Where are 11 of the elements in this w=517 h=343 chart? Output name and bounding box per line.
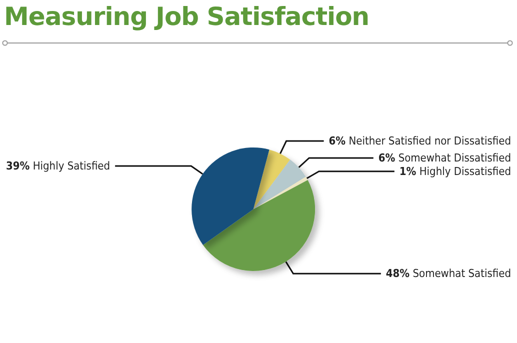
data-label: 6% <box>328 134 346 148</box>
data-label: 48% <box>386 267 410 280</box>
slice-label: Highly Dissatisfied <box>416 164 511 178</box>
data-label: 6% <box>378 151 396 164</box>
slice-label: Highly Satisfied <box>30 160 110 173</box>
slice-label: Somewhat Dissatisfied <box>395 151 511 164</box>
chart-title: Measuring Job Satisfaction <box>4 2 370 31</box>
data-label: 39% <box>6 160 30 173</box>
slice-label: Somewhat Satisfied <box>410 267 511 280</box>
data-label: 1% <box>399 164 416 178</box>
slice-label: Neither Satisfied nor Dissatisfied <box>346 134 511 148</box>
